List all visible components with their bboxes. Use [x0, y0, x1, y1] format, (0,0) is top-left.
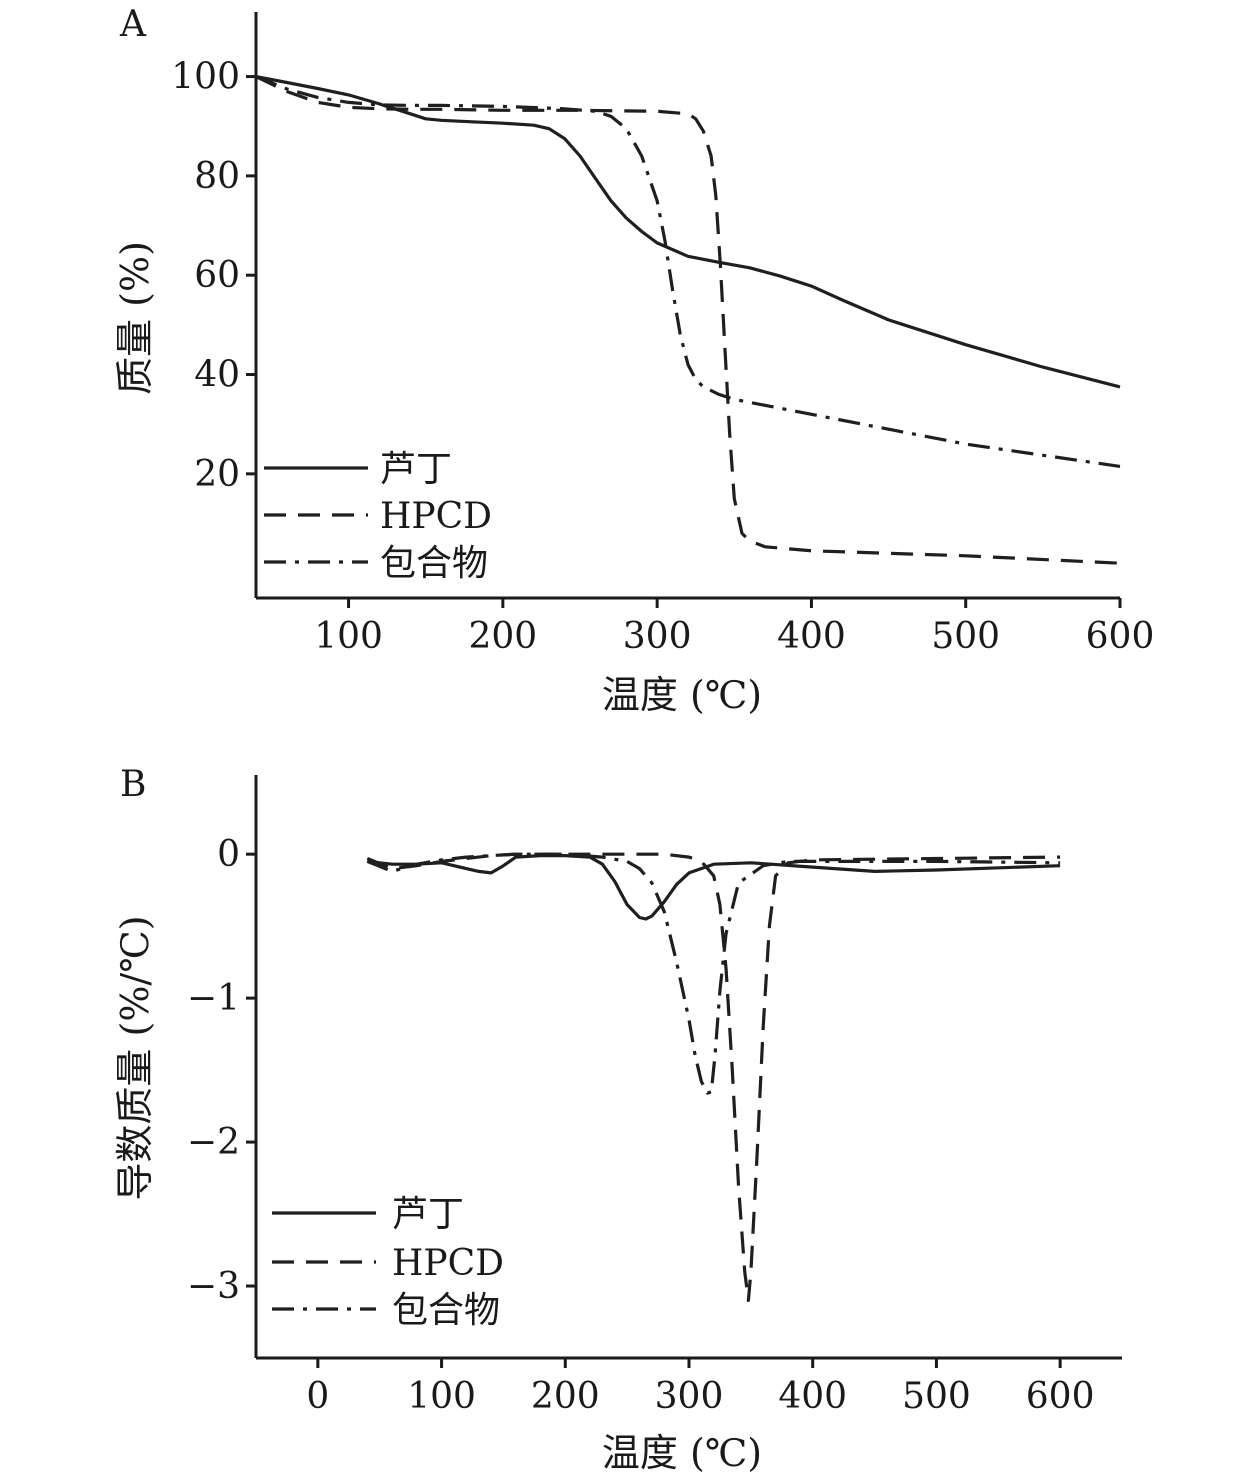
panel-a-legend: 芦丁 HPCD 包合物 — [264, 449, 492, 584]
panel-a-x-tick-label: 500 — [931, 616, 1000, 657]
panel-a-x-tick-label: 600 — [1086, 616, 1155, 657]
panel-a-y-axis-label: 质量 (%) — [113, 241, 157, 395]
panel-b-x-tick-label: 600 — [1026, 1376, 1095, 1417]
panel-b-legend-label: HPCD — [392, 1243, 504, 1284]
panel-a-legend-label: 包合物 — [380, 543, 488, 584]
panel-a-x-tick-label: 100 — [314, 616, 383, 657]
panel-a-x-tick-label: 200 — [468, 616, 537, 657]
panel-b-curves — [366, 852, 1061, 1303]
panel-b-x-tick-label: 0 — [306, 1376, 329, 1417]
panel-a-mass-chart: A 100 200 300 400 500 600 20 40 60 80 100 芦丁 HPCD 包合… — [113, 4, 1154, 717]
panel-b-derivative-chart: B 0 100 200 300 400 500 600 0 −1 −2 −3 芦丁 HPCD 包合物 温… — [113, 764, 1122, 1475]
panel-b-series-line-dashed — [366, 852, 1061, 1303]
panel-a-legend-label: HPCD — [380, 496, 492, 537]
panel-a-y-tick-label: 40 — [194, 355, 240, 396]
panel-b-x-tick-label: 200 — [531, 1376, 600, 1417]
panel-a-letter: A — [119, 4, 147, 45]
panel-b-series-line-dashdot — [366, 852, 1061, 1095]
panel-a-y-tick-label: 100 — [171, 57, 240, 98]
panel-a-y-tick-label: 80 — [194, 156, 240, 197]
panel-b-axes: 0 100 200 300 400 500 600 0 −1 −2 −3 — [187, 775, 1122, 1417]
panel-b-series-line-solid — [367, 853, 1061, 921]
panel-a-y-tick-label: 60 — [194, 255, 240, 296]
panel-a-y-tick-label: 20 — [194, 454, 240, 495]
panel-b-letter: B — [120, 764, 146, 805]
panel-b-legend: 芦丁 HPCD 包合物 — [272, 1194, 504, 1331]
panel-b-y-tick-label: −2 — [187, 1122, 240, 1163]
panel-a-series-line-dashdot — [255, 75, 1121, 468]
panel-b-legend-label: 包合物 — [392, 1290, 500, 1331]
panel-b-x-tick-label: 300 — [655, 1376, 724, 1417]
panel-a-x-axis-label: 温度 (℃) — [602, 673, 762, 717]
panel-b-y-axis-label: 导数质量 (%/℃) — [113, 915, 157, 1200]
panel-a-series-line-solid — [255, 75, 1121, 389]
panel-b-legend-label: 芦丁 — [392, 1194, 464, 1235]
panel-b-x-tick-label: 100 — [407, 1376, 476, 1417]
panel-b-x-tick-label: 400 — [778, 1376, 847, 1417]
panel-b-x-axis-label: 温度 (℃) — [602, 1431, 762, 1475]
panel-a-x-tick-label: 400 — [777, 616, 846, 657]
panel-b-y-tick-label: −3 — [187, 1266, 240, 1307]
panel-a-axes: 100 200 300 400 500 600 20 40 60 80 100 — [171, 12, 1154, 657]
panel-b-y-tick-label: −1 — [187, 978, 240, 1019]
panel-a-x-tick-label: 300 — [623, 616, 692, 657]
panel-a-series-line-dashed — [255, 75, 1121, 565]
panel-b-y-tick-label: 0 — [217, 834, 240, 875]
panel-a-curves — [255, 75, 1121, 565]
panel-b-x-tick-label: 500 — [902, 1376, 971, 1417]
panel-a-legend-label: 芦丁 — [380, 449, 452, 490]
